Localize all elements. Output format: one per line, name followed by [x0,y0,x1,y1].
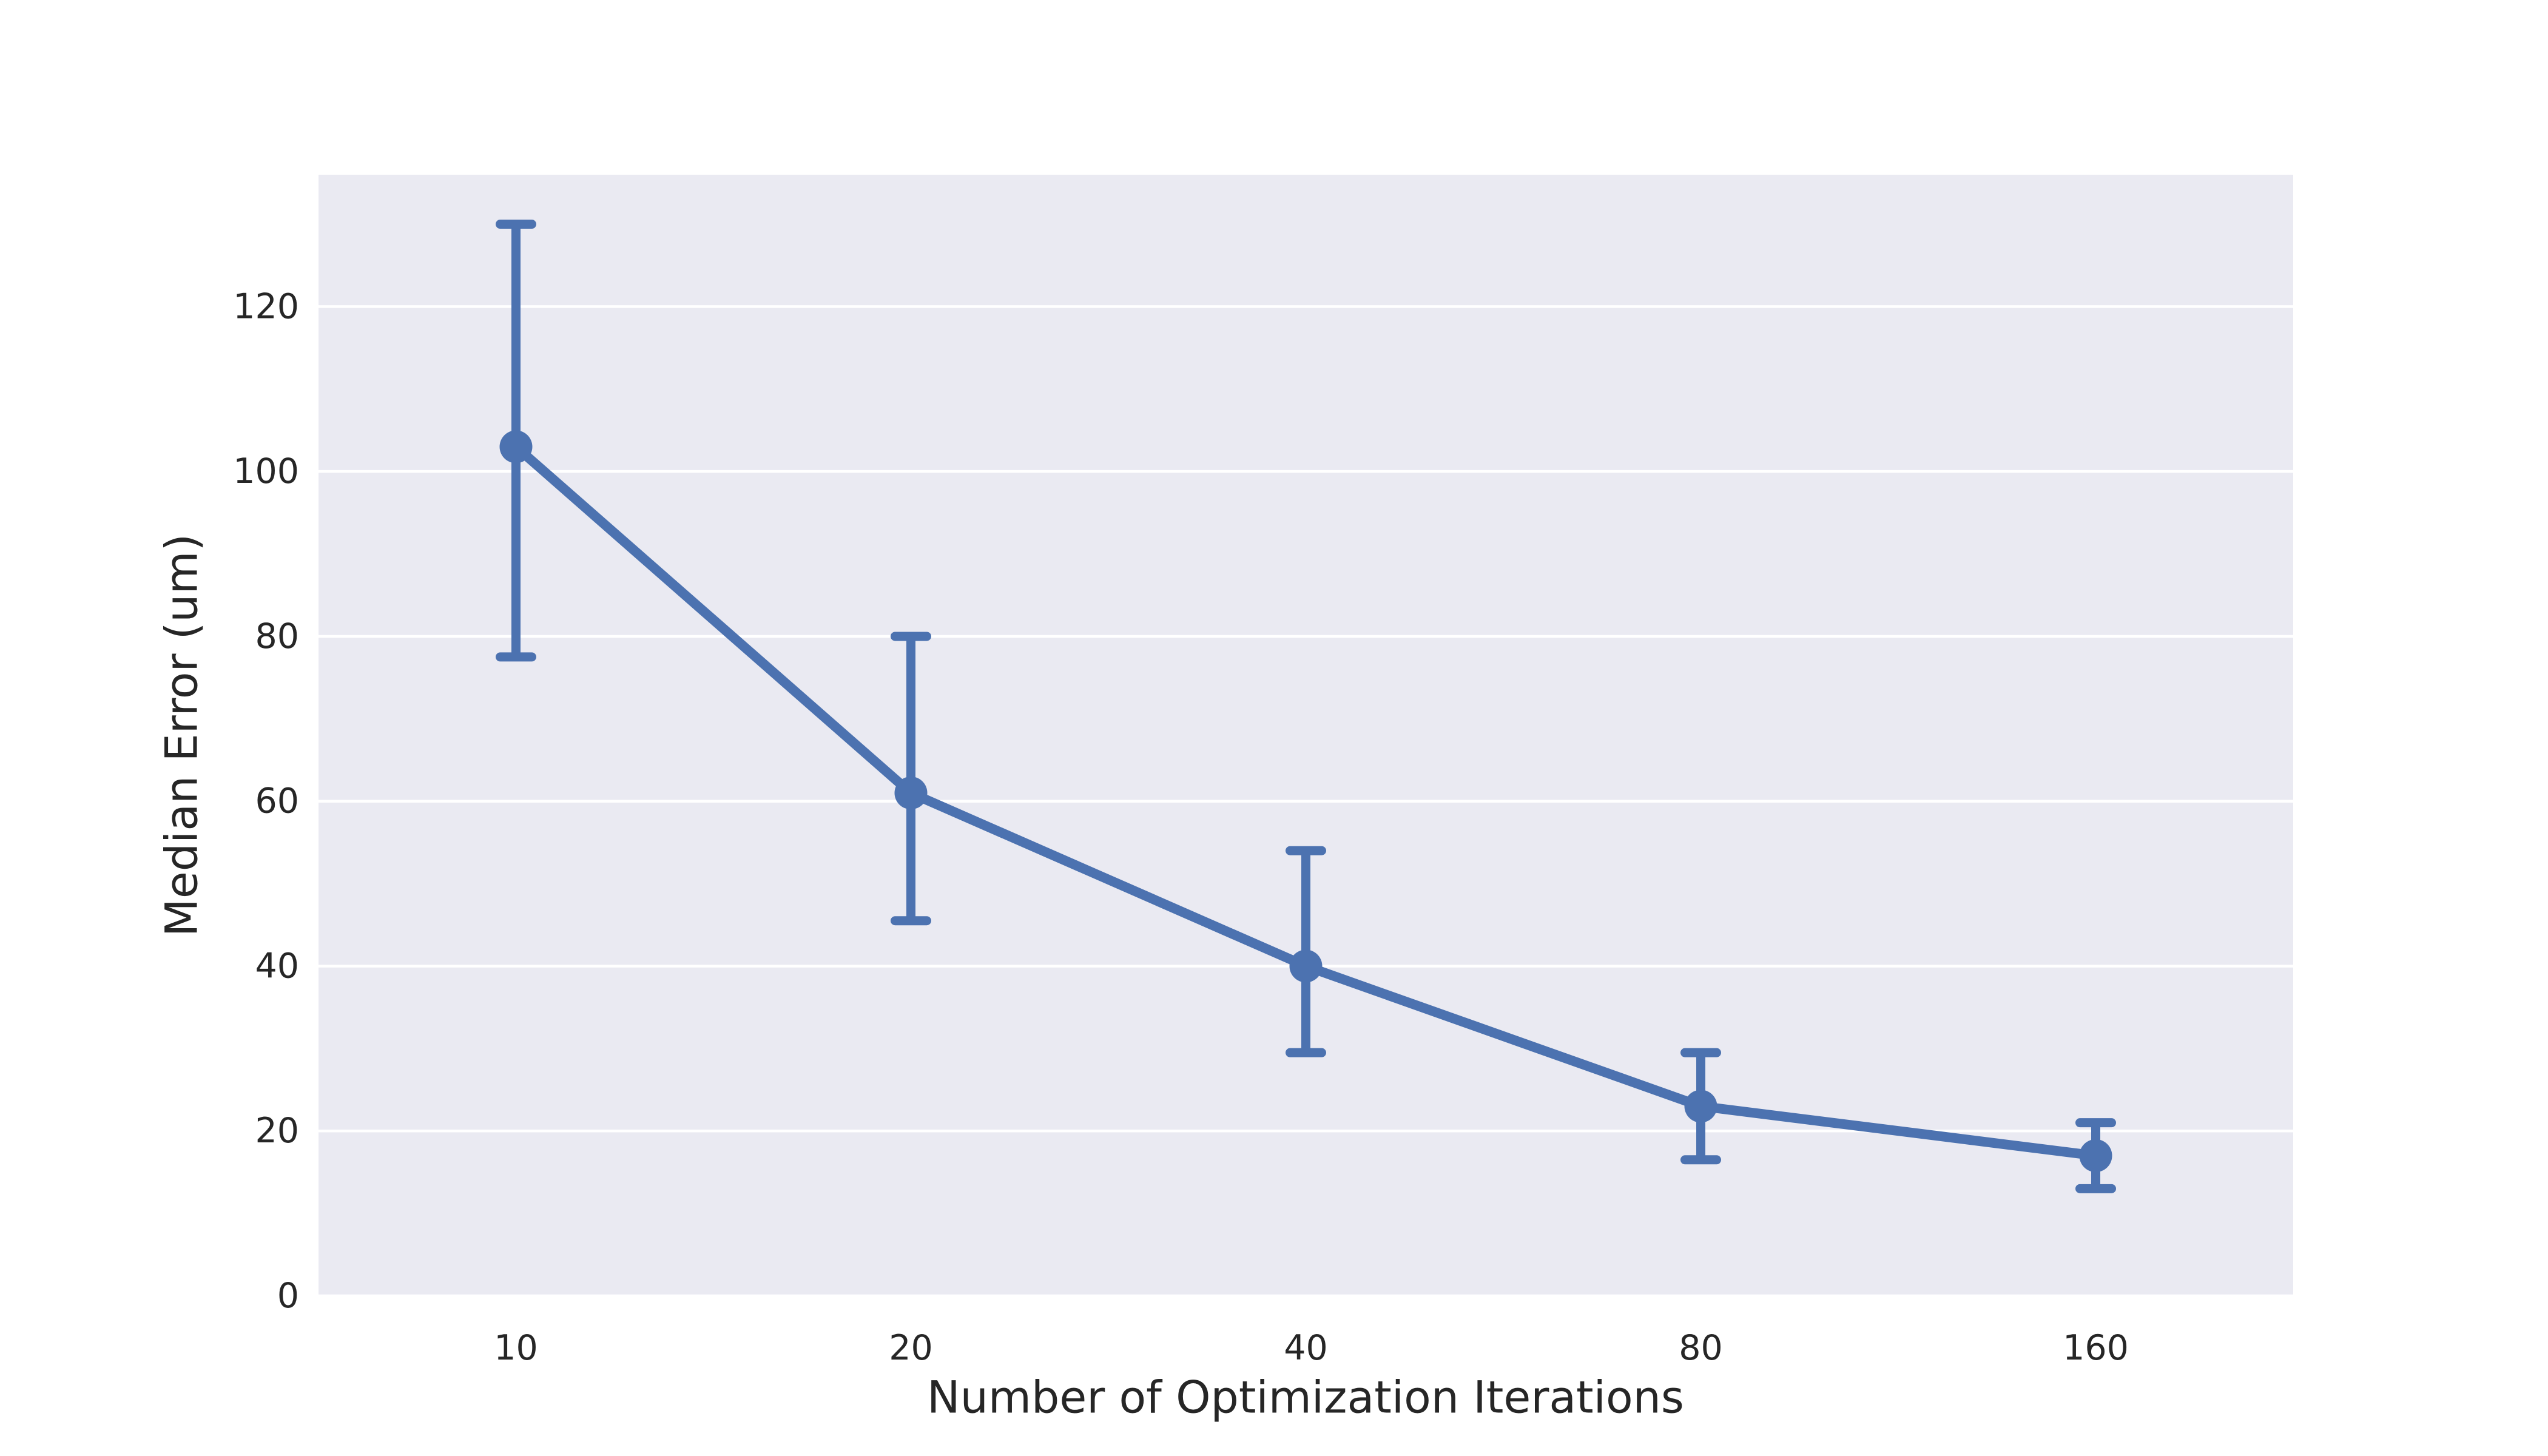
y-tick-label: 20 [255,1111,299,1151]
data-points [499,430,2112,1172]
data-point [2079,1139,2112,1172]
y-tick-label: 40 [255,946,299,986]
x-tick-label: 20 [889,1328,933,1368]
y-tick-label: 0 [277,1276,299,1316]
y-tick-label: 80 [255,616,299,656]
data-point [499,430,533,463]
x-tick-label: 160 [2063,1328,2129,1368]
y-tick-labels: 0 20 40 60 80 100 120 [233,286,299,1316]
y-tick-label: 60 [255,781,299,821]
y-axis-label: Median Error (um) [157,534,208,937]
x-tick-label: 10 [494,1328,538,1368]
data-point [894,777,928,810]
data-point [1289,949,1323,983]
x-tick-labels: 10 20 40 80 160 [494,1328,2129,1368]
x-axis-label: Number of Optimization Iterations [927,1372,1684,1424]
data-point [1684,1090,1717,1123]
x-tick-label: 80 [1679,1328,1723,1368]
x-tick-label: 40 [1284,1328,1328,1368]
plot-background [318,175,2293,1296]
y-tick-label: 100 [233,451,299,491]
y-tick-label: 120 [233,286,299,326]
